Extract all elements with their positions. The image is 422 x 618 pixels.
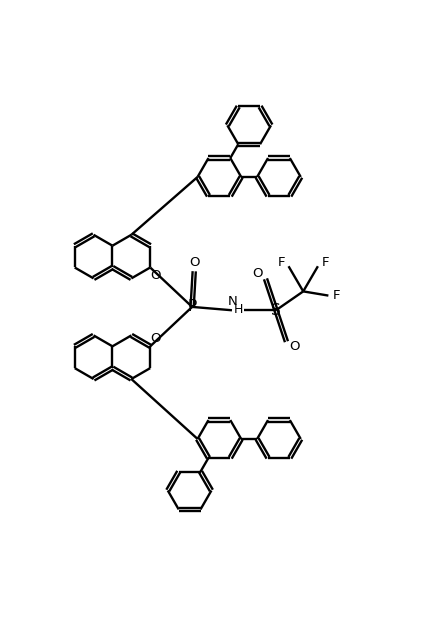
Text: O: O (150, 269, 160, 282)
Text: O: O (253, 268, 263, 281)
Text: H: H (233, 303, 243, 316)
Text: P: P (187, 299, 197, 315)
Text: F: F (333, 289, 341, 302)
Text: S: S (271, 303, 281, 318)
Text: O: O (150, 332, 160, 345)
Text: N: N (228, 295, 238, 308)
Text: F: F (277, 256, 285, 269)
Text: F: F (322, 256, 329, 269)
Text: O: O (289, 341, 299, 353)
Text: O: O (189, 256, 200, 269)
